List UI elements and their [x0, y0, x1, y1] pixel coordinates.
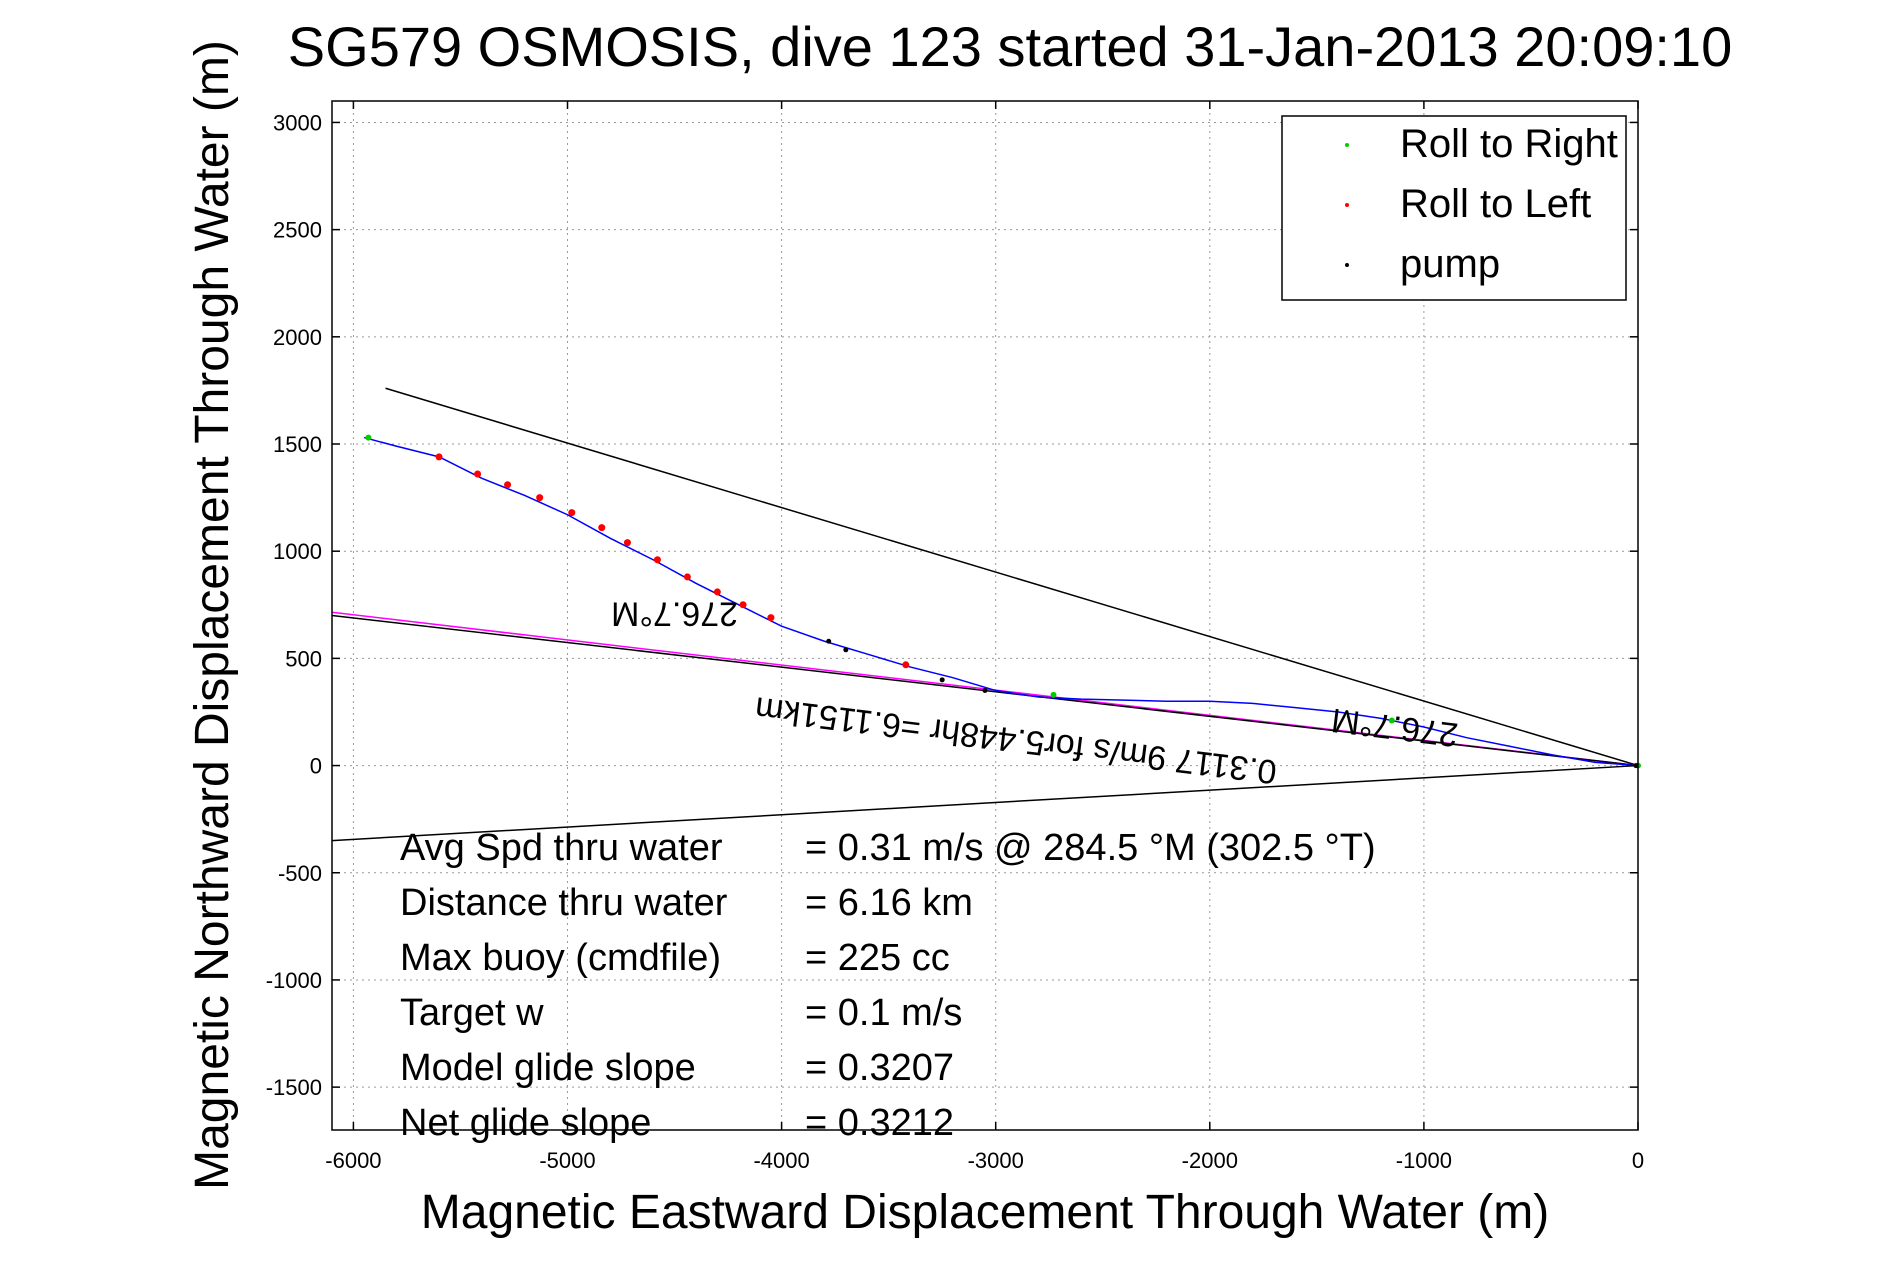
- roll-left-point: [653, 556, 661, 564]
- stat-value: = 0.31 m/s @ 284.5 °M (302.5 °T): [805, 827, 1376, 869]
- y-ticks: -1500 -1000 -500 0 500 1000 1500 2000 2500 3000: [266, 110, 1638, 1100]
- x-axis-label: Magnetic Eastward Displacement Through W…: [421, 1186, 1549, 1239]
- y-tick-label: 1500: [273, 432, 322, 457]
- annotation-label: 0.3117 9m/s for5.448hr =6.1151km: [753, 689, 1279, 791]
- roll-left-point: [902, 661, 910, 669]
- roll-left-point: [536, 494, 544, 502]
- x-tick-label: -2000: [1182, 1148, 1238, 1173]
- y-tick-label: -500: [278, 861, 322, 886]
- pump-point: [826, 638, 832, 644]
- legend-entry-label: Roll to Right: [1400, 122, 1618, 166]
- roll-left-point: [767, 614, 775, 622]
- legend-marker: [1345, 263, 1349, 267]
- pump-point: [939, 677, 945, 683]
- legend-marker: [1345, 203, 1349, 207]
- legend-marker: [1345, 143, 1349, 147]
- y-tick-label: 1000: [273, 539, 322, 564]
- roll-right-point: [1388, 717, 1395, 724]
- pump-point: [843, 647, 849, 653]
- x-tick-label: -4000: [753, 1148, 809, 1173]
- y-tick-label: -1000: [266, 968, 322, 993]
- x-ticks: -6000 -5000 -4000 -3000 -2000 -1000 0: [325, 101, 1644, 1173]
- markers: [365, 434, 1641, 769]
- x-tick-label: -5000: [539, 1148, 595, 1173]
- legend-entry-label: Roll to Left: [1400, 182, 1591, 226]
- stat-value: = 6.16 km: [805, 882, 973, 924]
- line-upper: [385, 387, 1639, 767]
- roll-right-point: [365, 434, 372, 441]
- y-axis-label: Magnetic Northward Displacement Through …: [186, 40, 239, 1190]
- legend-box: [1281, 115, 1627, 301]
- annotations: 276.7°M 276.7°M 0.3117 9m/s for5.448hr =6.…: [611, 595, 1460, 791]
- chart-title: SG579 OSMOSIS, dive 123 started 31-Jan-2…: [288, 15, 1732, 78]
- stat-label: Net glide slope: [400, 1102, 651, 1144]
- line-lower: [331, 764, 1639, 842]
- pump-point: [982, 688, 988, 694]
- stat-label: Target w: [400, 992, 544, 1034]
- stat-value: = 0.3207: [805, 1047, 954, 1089]
- roll-left-point: [504, 481, 512, 489]
- roll-left-point: [739, 601, 747, 609]
- stat-value: = 0.1 m/s: [805, 992, 962, 1034]
- stat-label: Distance thru water: [400, 882, 728, 924]
- stat-label: Model glide slope: [400, 1047, 696, 1089]
- reference-lines: [331, 387, 1639, 842]
- y-tick-label: 2000: [273, 325, 322, 350]
- roll-left-point: [623, 539, 631, 547]
- y-tick-label: -1500: [266, 1075, 322, 1100]
- plot-frame: [331, 100, 1639, 1131]
- x-tick-label: -3000: [968, 1148, 1024, 1173]
- x-tick-label: -6000: [325, 1148, 381, 1173]
- y-tick-label: 500: [285, 646, 322, 671]
- annotation-label: 276.7°M: [611, 595, 738, 633]
- roll-right-point: [1050, 691, 1057, 698]
- stat-value: = 225 cc: [805, 937, 950, 979]
- roll-left-point: [435, 453, 443, 461]
- annotation-label: 276.7°M: [1329, 701, 1460, 754]
- x-tick-label: 0: [1632, 1148, 1644, 1173]
- stat-label: Avg Spd thru water: [400, 827, 723, 869]
- stat-label: Max buoy (cmdfile): [400, 937, 721, 979]
- legend: Roll to Right Roll to Left pump: [1281, 115, 1627, 301]
- roll-left-point: [683, 573, 691, 581]
- grid: [332, 101, 1639, 1130]
- roll-left-point: [474, 470, 482, 478]
- x-tick-label: -1000: [1396, 1148, 1452, 1173]
- roll-left-point: [713, 588, 721, 596]
- track-line: [363, 436, 1639, 767]
- track: [363, 436, 1639, 767]
- roll-left-point: [568, 509, 576, 517]
- stats-block: Avg Spd thru water = 0.31 m/s @ 284.5 °M …: [400, 827, 1376, 1144]
- roll-left-point: [598, 524, 606, 532]
- stat-value: = 0.3212: [805, 1102, 954, 1144]
- y-tick-label: 3000: [273, 110, 322, 135]
- y-tick-label: 2500: [273, 218, 322, 243]
- legend-entry-label: pump: [1400, 242, 1500, 286]
- y-tick-label: 0: [310, 754, 322, 779]
